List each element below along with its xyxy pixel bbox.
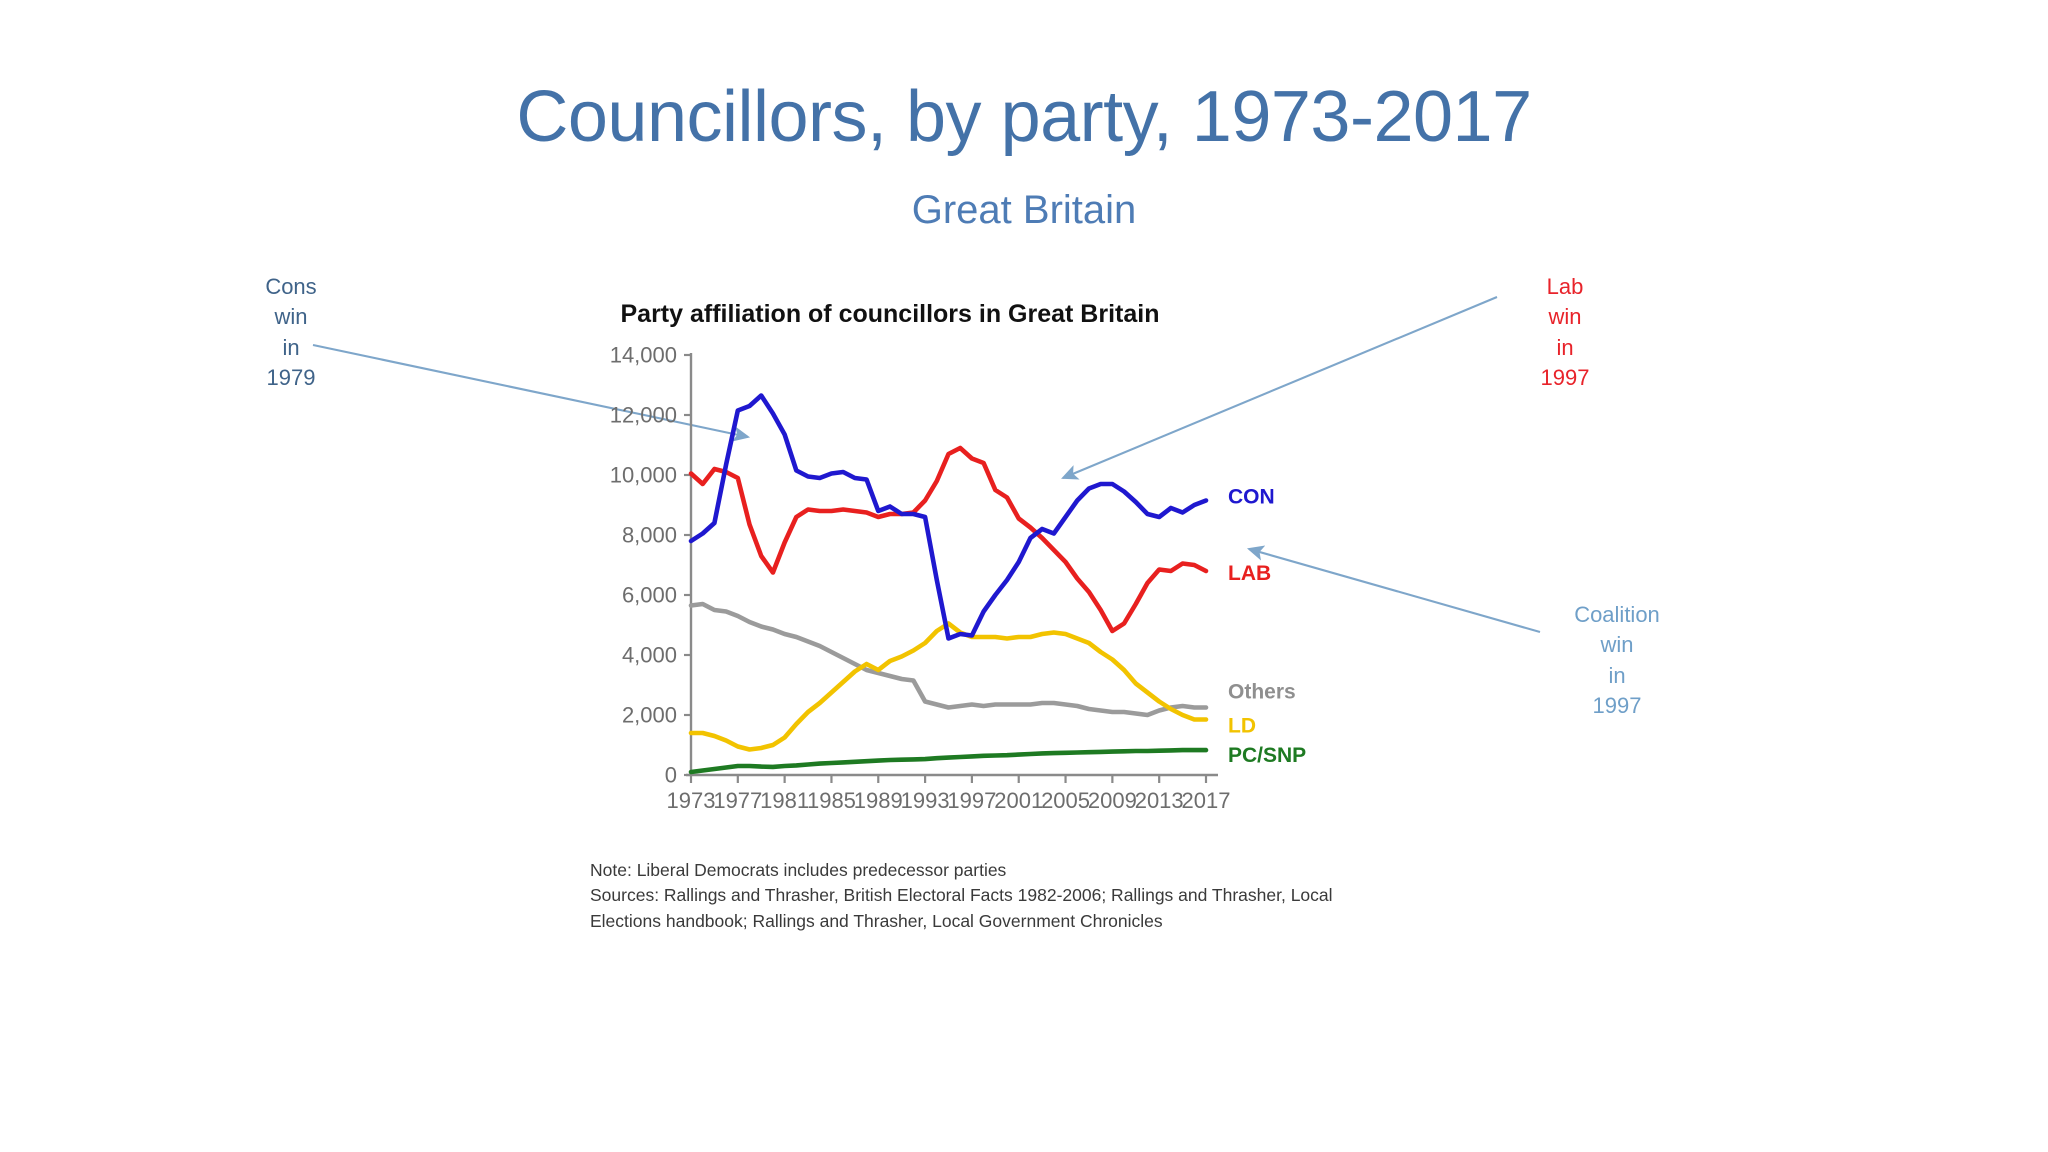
x-tick-label: 1981 <box>760 788 809 813</box>
callout-cons-win-1979: Cons win in 1979 <box>236 272 346 393</box>
line-chart-plot: 0 2,000 4,000 6,000 8,000 10,000 12,000 14,000 1… <box>610 345 1306 813</box>
slide-subtitle: Great Britain <box>911 188 1137 232</box>
y-tick-label: 10,000 <box>610 463 677 488</box>
x-tick-label: 2013 <box>1135 788 1184 813</box>
series-line-con <box>688 393 1209 641</box>
chart-object: Party affiliation of councillors in Grea… <box>560 300 1380 940</box>
series-line-others <box>688 601 1209 718</box>
x-tick-label: 2005 <box>1041 788 1090 813</box>
x-tick-label: 1973 <box>667 788 716 813</box>
x-tick-label: 1985 <box>807 788 856 813</box>
callout-line: 1997 <box>1592 693 1642 719</box>
callout-line: Coalition <box>1574 602 1660 627</box>
callout-line: win <box>1548 304 1582 330</box>
callout-line: Lab <box>1546 274 1584 299</box>
x-tick-label: 2001 <box>994 788 1043 813</box>
series-line-pc-snp <box>688 747 1209 775</box>
y-tick-label: 2,000 <box>622 703 677 728</box>
callout-line: 1997 <box>1540 365 1590 391</box>
x-tick-label: 2009 <box>1088 788 1137 813</box>
callout-line: win <box>1600 632 1634 658</box>
series-label-con: CON <box>1228 486 1275 509</box>
series-label-lab: LAB <box>1228 562 1271 585</box>
callout-line: Cons <box>265 274 317 299</box>
x-tick-label: 1989 <box>854 788 903 813</box>
x-tick-label: 1977 <box>713 788 762 813</box>
y-tick-label: 8,000 <box>622 523 677 548</box>
y-tick-label: 12,000 <box>610 403 677 428</box>
x-tick-label: 1993 <box>901 788 950 813</box>
series-label-ld: LD <box>1228 715 1256 738</box>
callout-line: in <box>282 334 300 360</box>
callout-line: in <box>1556 334 1574 360</box>
series-line-lab <box>688 445 1209 634</box>
series-line-ld <box>688 621 1209 752</box>
note-line: Elections handbook; Rallings and Thrashe… <box>590 910 1163 931</box>
note-line: Sources: Rallings and Thrasher, British … <box>590 885 1333 906</box>
slide-title: Councillors, by party, 1973-2017 <box>516 77 1532 157</box>
note-line: Note: Liberal Democrats includes predece… <box>590 860 1007 880</box>
series-label-pc-snp: PC/SNP <box>1228 744 1306 767</box>
y-tick-label: 4,000 <box>622 643 677 668</box>
x-tick-label: 1997 <box>947 788 996 813</box>
y-tick-label: 14,000 <box>610 345 677 368</box>
series-label-others: Others <box>1228 681 1296 704</box>
chart-title: Party affiliation of councillors in Grea… <box>620 300 1160 328</box>
chart-notes: Note: Liberal Democrats includes predece… <box>590 858 1380 934</box>
callout-line: 1979 <box>266 365 316 391</box>
callout-line: in <box>1608 662 1626 688</box>
callout-line: win <box>274 304 308 330</box>
y-tick-label: 0 <box>665 763 677 788</box>
callout-lab-win-1997: Lab win in 1997 <box>1510 272 1620 393</box>
y-tick-label: 6,000 <box>622 583 677 608</box>
x-tick-label: 2017 <box>1182 788 1231 813</box>
callout-coalition-win-1997: Coalition win in 1997 <box>1552 600 1682 721</box>
